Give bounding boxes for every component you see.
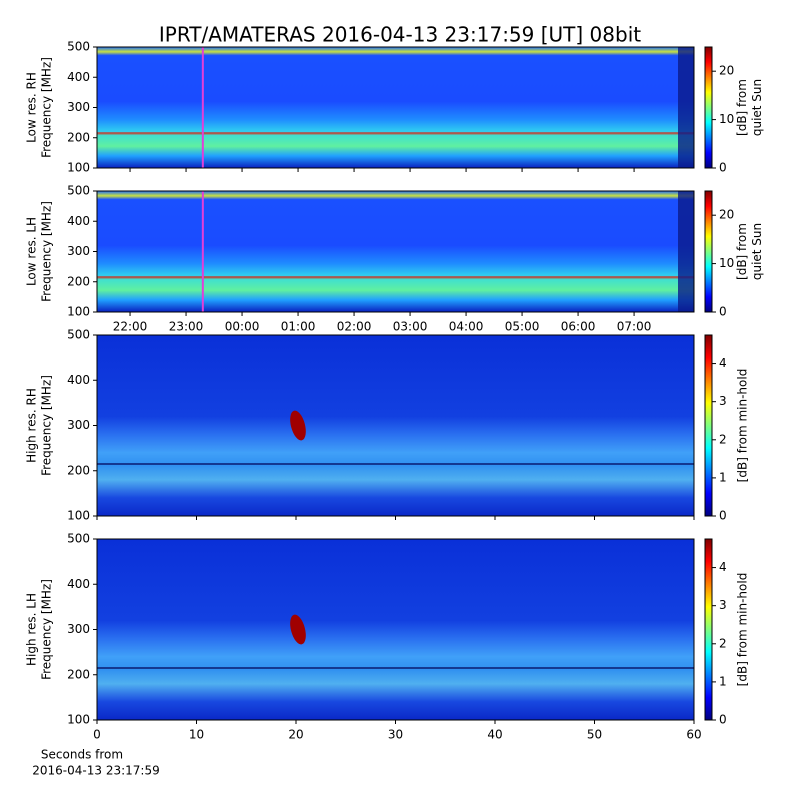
colorbar-tick-label: 10 [719,112,734,126]
y-tick-label: 300 [67,418,90,432]
colorbar [704,538,713,721]
y-tick-label: 400 [67,70,90,84]
colorbar-tick-label: 20 [719,208,734,222]
y-tick-label: 200 [67,130,90,144]
x-tick-label: 60 [686,728,701,742]
x-tick-label: 23:00 [169,320,204,334]
colorbar [704,334,713,517]
y-tick-label: 500 [67,328,90,342]
y-axis-label: Low res. LH [25,217,39,286]
colorbar-tick-label: 0 [719,509,727,523]
heatmap [97,539,694,720]
colorbar-label: quiet Sun [750,223,764,280]
burst [290,410,306,441]
colorbar-tick-label: 3 [719,394,727,408]
colorbar [704,190,713,313]
x-tick-label: 40 [487,728,502,742]
colorbar-label: [dB] from min-hold [736,573,750,687]
x-tick-label: 04:00 [449,320,484,334]
colorbar-tick-label: 4 [719,560,727,574]
colorbar-tick-label: 20 [719,64,734,78]
y-axis-label: Frequency [MHz] [40,57,54,158]
y-tick-label: 300 [67,100,90,114]
y-tick-label: 200 [67,667,90,681]
colorbar-tick-label: 4 [719,356,727,370]
y-axis-label: Frequency [MHz] [40,579,54,680]
y-tick-label: 300 [67,244,90,258]
x-tick-label: 07:00 [617,320,652,334]
x-tick-label: 50 [587,728,602,742]
y-tick-label: 500 [67,532,90,546]
x-tick-label: 20 [288,728,303,742]
x-tick-label: 22:00 [113,320,148,334]
colorbar-label: [dB] from [735,223,749,280]
y-tick-label: 400 [67,214,90,228]
x-tick-label: 00:00 [225,320,260,334]
y-tick-label: 200 [67,274,90,288]
y-axis-label: Low res. RH [25,72,39,143]
colorbar-tick-label: 3 [719,598,727,612]
x-tick-label: 06:00 [561,320,596,334]
colorbar-tick-label: 0 [719,161,727,175]
y-tick-label: 100 [67,161,90,175]
x-tick-label: 03:00 [393,320,428,334]
y-tick-label: 400 [67,373,90,387]
y-axis-label: Frequency [MHz] [40,201,54,302]
colorbar-tick-label: 10 [719,256,734,270]
x-note: 2016-04-13 23:17:59 [32,764,159,778]
y-tick-label: 500 [67,184,90,198]
colorbar-tick-label: 2 [719,432,727,446]
y-tick-label: 100 [67,509,90,523]
colorbar-tick-label: 1 [719,470,727,484]
y-tick-label: 100 [67,713,90,727]
colorbar-tick-label: 1 [719,674,727,688]
y-axis-label: Frequency [MHz] [40,375,54,476]
y-tick-label: 200 [67,463,90,477]
y-axis-label: High res. LH [25,593,39,666]
colorbar-tick-label: 0 [719,305,727,319]
heatmap-edge [678,47,694,168]
y-tick-label: 100 [67,305,90,319]
figure-title: IPRT/AMATERAS 2016-04-13 23:17:59 [UT] 0… [159,23,641,47]
y-tick-label: 500 [67,40,90,54]
x-tick-label: 10 [189,728,204,742]
colorbar-label: quiet Sun [750,79,764,136]
y-tick-label: 400 [67,577,90,591]
burst [290,614,306,645]
y-axis-label: High res. RH [25,388,39,463]
x-tick-label: 0 [93,728,101,742]
colorbar [704,46,713,169]
x-note: Seconds from [41,748,123,762]
colorbar-tick-label: 0 [719,713,727,727]
heatmap [97,335,694,516]
x-tick-label: 30 [388,728,403,742]
colorbar-label: [dB] from [735,79,749,136]
colorbar-label: [dB] from min-hold [736,369,750,483]
heatmap-edge [678,191,694,312]
heatmap [97,191,694,312]
y-tick-label: 300 [67,622,90,636]
x-tick-label: 01:00 [281,320,316,334]
x-tick-label: 02:00 [337,320,372,334]
x-tick-label: 05:00 [505,320,540,334]
heatmap [97,47,694,168]
colorbar-tick-label: 2 [719,636,727,650]
